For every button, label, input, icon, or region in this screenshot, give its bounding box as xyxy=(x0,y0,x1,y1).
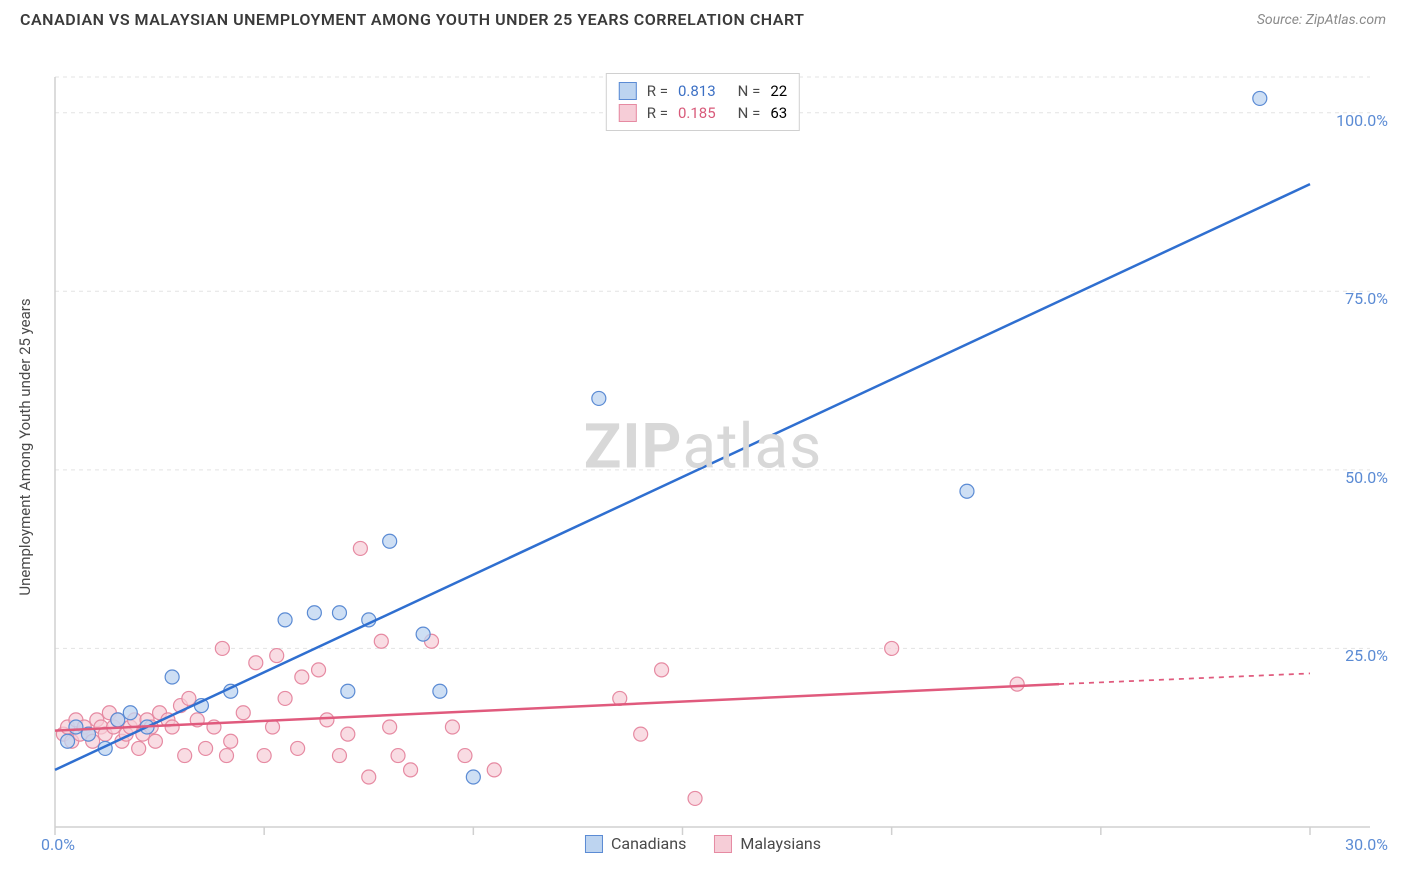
n-value-canadians: 22 xyxy=(770,82,787,100)
chart-source: Source: ZipAtlas.com xyxy=(1257,12,1386,28)
x-tick-label: 0.0% xyxy=(41,835,75,854)
chart-container: Unemployment Among Youth under 25 years … xyxy=(0,37,1406,857)
series-label-canadians: Canadians xyxy=(611,834,686,853)
series-label-malaysians: Malaysians xyxy=(740,834,821,853)
series-legend-item-canadians: Canadians xyxy=(585,834,686,853)
y-tick-label: 50.0% xyxy=(1345,468,1388,487)
r-label: R = xyxy=(647,82,668,100)
legend-swatch-malaysians xyxy=(619,104,637,122)
series-swatch-malaysians xyxy=(714,835,732,853)
chart-header: CANADIAN VS MALAYSIAN UNEMPLOYMENT AMONG… xyxy=(0,0,1406,37)
n-label: N = xyxy=(738,82,761,100)
series-legend-item-malaysians: Malaysians xyxy=(714,834,821,853)
y-tick-label: 25.0% xyxy=(1345,646,1388,665)
r-value-malaysians: 0.185 xyxy=(678,104,716,122)
y-tick-label: 75.0% xyxy=(1345,289,1388,308)
x-tick-label: 30.0% xyxy=(1345,835,1388,854)
correlation-legend-row-0: R = 0.813 N = 22 xyxy=(619,80,787,102)
y-tick-label: 100.0% xyxy=(1336,111,1388,130)
correlation-legend: R = 0.813 N = 22 R = 0.185 N = 63 xyxy=(606,73,800,131)
chart-title: CANADIAN VS MALAYSIAN UNEMPLOYMENT AMONG… xyxy=(20,10,804,29)
series-legend: Canadians Malaysians xyxy=(585,834,821,853)
scatter-plot xyxy=(0,37,1406,857)
n-value-malaysians: 63 xyxy=(770,104,787,122)
n-label: N = xyxy=(738,104,761,122)
r-value-canadians: 0.813 xyxy=(678,82,716,100)
series-swatch-canadians xyxy=(585,835,603,853)
r-label: R = xyxy=(647,104,668,122)
legend-swatch-canadians xyxy=(619,82,637,100)
correlation-legend-row-1: R = 0.185 N = 63 xyxy=(619,102,787,124)
